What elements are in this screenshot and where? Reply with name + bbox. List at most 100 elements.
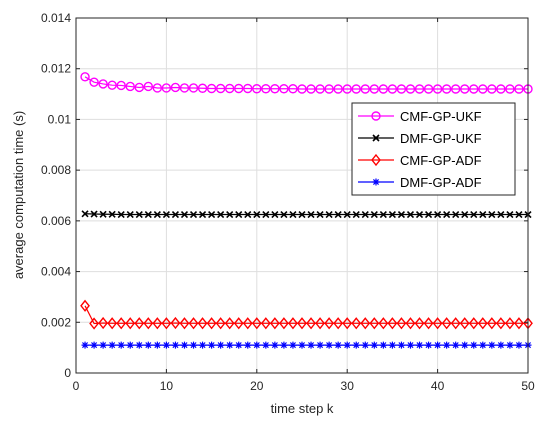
data-point — [316, 341, 324, 349]
data-point — [387, 317, 398, 330]
data-point — [153, 210, 161, 219]
data-point — [99, 210, 107, 218]
data-point — [126, 210, 134, 219]
data-point — [505, 84, 515, 94]
data-point — [199, 341, 207, 349]
data-point — [144, 341, 152, 349]
data-point — [262, 210, 270, 219]
data-point — [108, 210, 116, 218]
data-point — [432, 84, 443, 94]
data-point — [298, 210, 306, 219]
data-point — [134, 317, 145, 330]
data-point — [135, 341, 143, 349]
data-point — [261, 84, 271, 94]
data-point — [506, 341, 514, 349]
data-point — [297, 84, 307, 94]
data-point — [80, 299, 90, 312]
data-point — [162, 341, 170, 349]
data-point — [280, 210, 288, 219]
data-point — [189, 210, 198, 219]
x-tick-label: 30 — [341, 379, 355, 393]
data-point — [488, 210, 496, 219]
data-point — [361, 341, 369, 349]
data-point — [334, 210, 342, 219]
data-point — [514, 317, 524, 330]
data-point — [162, 210, 170, 219]
data-point — [125, 81, 135, 92]
data-point — [352, 210, 360, 219]
data-point — [324, 317, 335, 330]
data-point — [459, 317, 470, 330]
data-point — [450, 84, 461, 94]
data-point — [306, 84, 316, 94]
data-point — [90, 341, 98, 349]
data-point — [89, 77, 99, 87]
data-point — [450, 317, 461, 330]
data-point — [388, 210, 396, 219]
data-point — [378, 317, 389, 330]
data-point — [434, 341, 442, 349]
legend-marker — [372, 178, 380, 186]
data-point — [488, 341, 496, 349]
data-point — [224, 83, 235, 94]
data-point — [325, 341, 333, 349]
x-axis-title: time step k — [271, 401, 334, 416]
data-point — [180, 210, 189, 219]
data-point — [423, 84, 434, 94]
data-point — [423, 317, 434, 330]
data-point — [298, 341, 306, 349]
data-point — [414, 84, 425, 94]
data-point — [334, 341, 342, 349]
data-point — [424, 210, 433, 219]
data-point — [479, 210, 487, 219]
data-point — [90, 210, 98, 218]
data-point — [515, 210, 523, 219]
data-point — [171, 210, 180, 219]
data-point — [242, 317, 253, 330]
data-point — [144, 210, 152, 219]
data-point — [495, 317, 506, 330]
data-point — [342, 317, 353, 330]
data-point — [361, 210, 369, 219]
data-point — [477, 317, 488, 330]
data-point — [80, 72, 90, 82]
data-point — [226, 210, 234, 219]
data-point — [425, 341, 433, 349]
data-point — [215, 317, 226, 330]
data-point — [270, 84, 280, 94]
data-point — [315, 84, 325, 94]
data-point — [397, 210, 406, 219]
data-point — [506, 210, 514, 219]
data-point — [107, 80, 117, 90]
data-point — [134, 82, 144, 93]
y-tick-label: 0.014 — [41, 11, 71, 25]
data-point — [351, 84, 361, 94]
series-cmf-gp-adf — [80, 299, 533, 330]
axes-box — [75, 17, 529, 374]
legend-entry: CMF-GP-ADF — [358, 153, 482, 168]
data-point — [244, 341, 252, 349]
data-point — [152, 83, 163, 93]
data-point — [497, 210, 505, 219]
data-point — [505, 317, 515, 330]
data-point — [235, 341, 243, 349]
y-tick-label: 0.01 — [48, 112, 72, 126]
series-dmf-gp-adf — [81, 341, 532, 349]
data-point — [397, 341, 405, 349]
data-point — [333, 317, 344, 330]
data-point — [161, 317, 172, 330]
data-point — [452, 210, 460, 219]
data-point — [487, 84, 497, 94]
data-point — [470, 210, 478, 219]
data-point — [289, 210, 297, 219]
data-point — [379, 210, 387, 219]
x-tick-label: 20 — [250, 379, 264, 393]
data-point — [171, 341, 179, 349]
data-point — [217, 210, 225, 219]
data-point — [307, 210, 315, 219]
data-point — [288, 84, 298, 94]
data-point — [387, 84, 398, 94]
data-point — [224, 317, 235, 330]
data-point — [280, 341, 288, 349]
y-tick-label: 0.012 — [41, 62, 71, 76]
